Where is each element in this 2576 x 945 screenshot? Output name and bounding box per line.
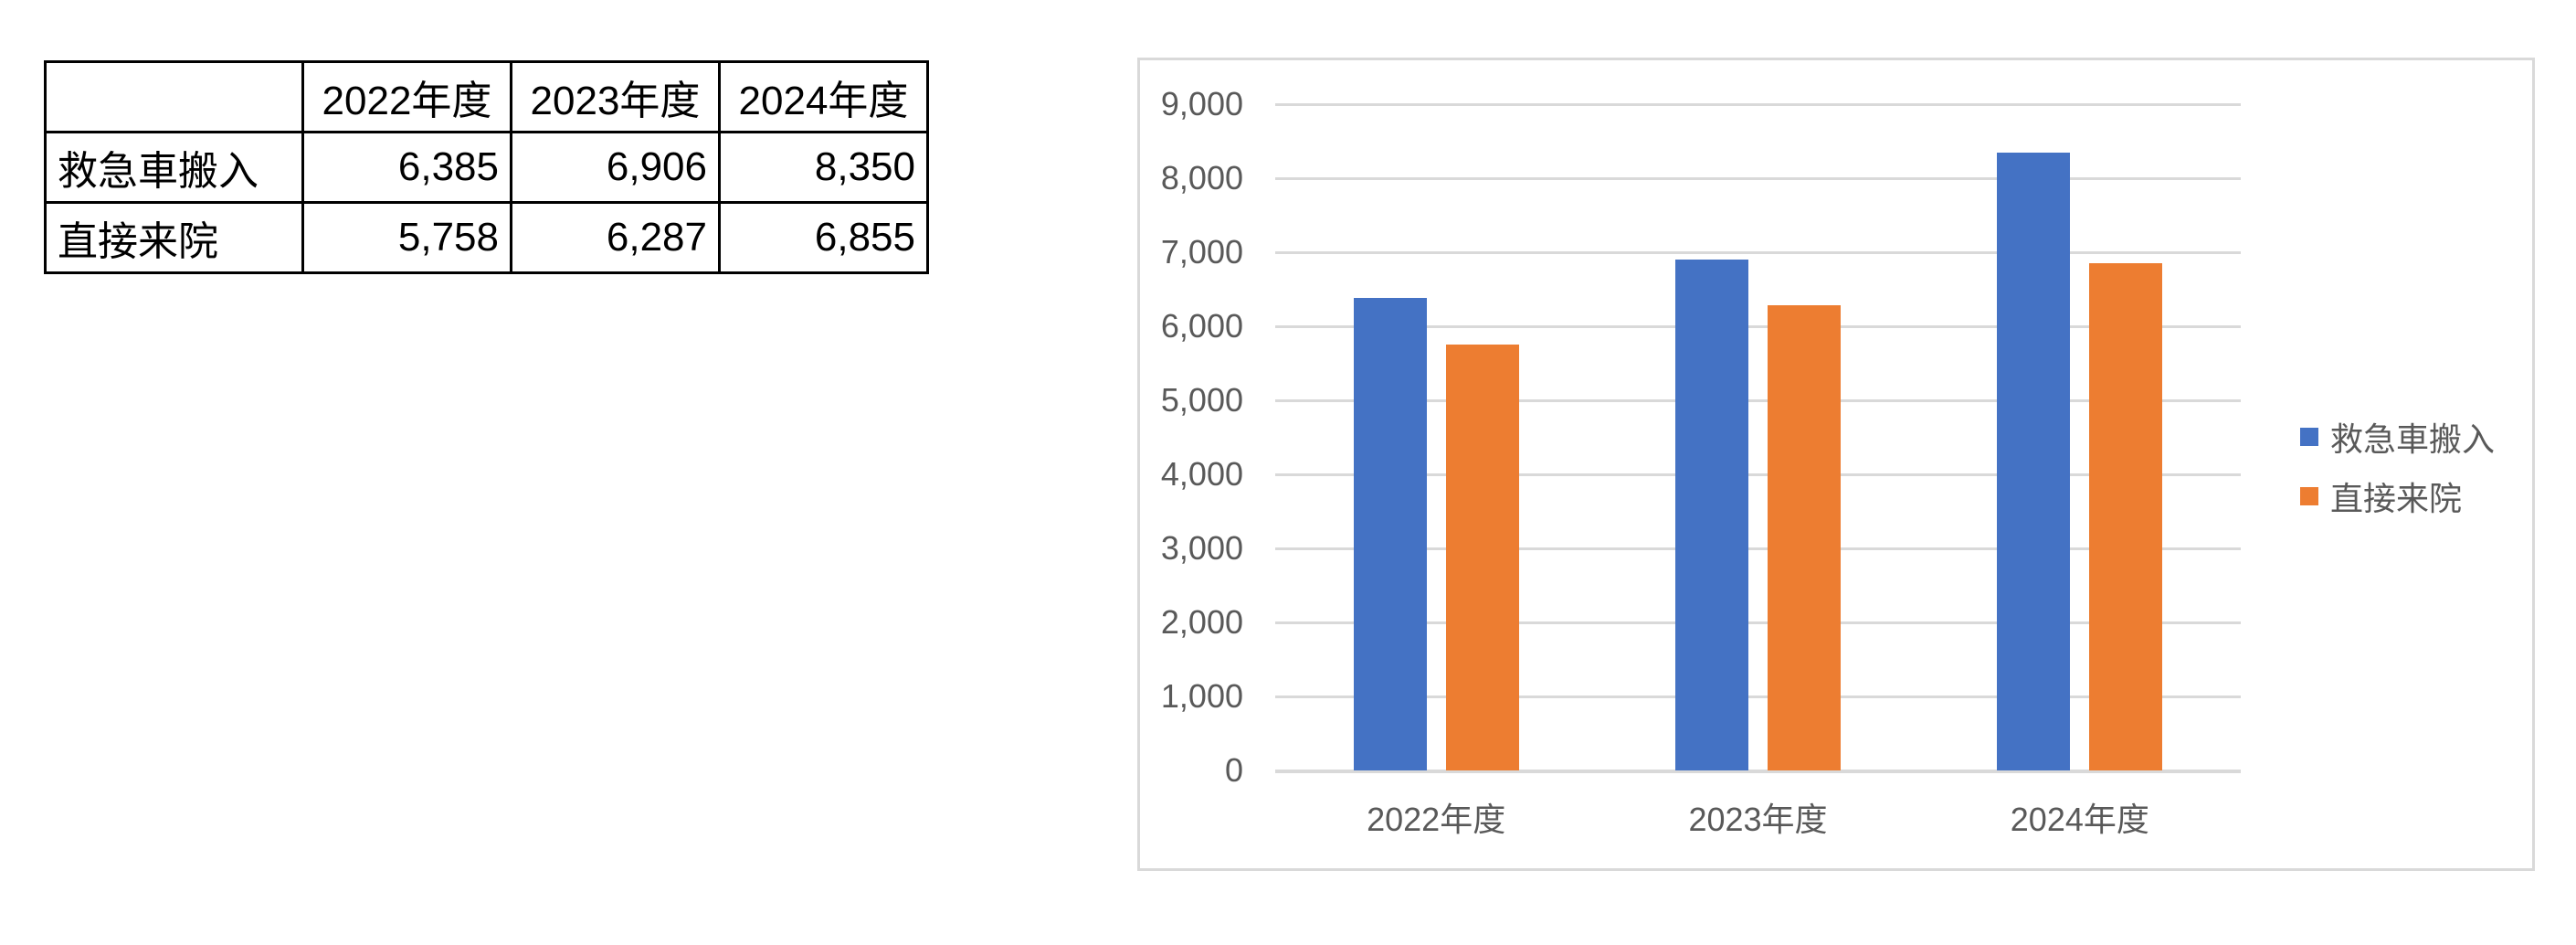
table-header-cell-2023[interactable]: 2023年度: [510, 60, 721, 133]
table-cell-walkin-2024[interactable]: 6,855: [718, 201, 929, 274]
y-axis-tick-label: 2,000: [1160, 603, 1243, 641]
y-axis-tick-label: 7,000: [1160, 233, 1243, 271]
x-axis-tick-label: 2024年度: [2010, 801, 2149, 838]
table-row-label-ambulance[interactable]: 救急車搬入: [44, 131, 304, 204]
y-axis-tick-label: 8,000: [1160, 159, 1243, 196]
x-axis-tick-label: 2023年度: [1688, 801, 1828, 838]
chart-legend[interactable]: 救急車搬入 直接来院: [2300, 419, 2495, 517]
table-corner-cell[interactable]: [44, 60, 304, 133]
table-row: 直接来院 5,758 6,287 6,855: [44, 201, 929, 274]
gridline: [1275, 695, 2241, 698]
table-header-row: 2022年度 2023年度 2024年度: [44, 60, 929, 133]
bar-救急車搬入-2022年度[interactable]: [1353, 297, 1427, 770]
chart-area[interactable]: 救急車搬入直接来院 0 1,000 2,000 3,000 4,000 5,000 6,00…: [1137, 58, 2535, 871]
bar-直接来院-2022年度[interactable]: [1445, 344, 1519, 770]
gridline: [1275, 177, 2241, 180]
bar-直接来院-2024年度[interactable]: [2089, 262, 2163, 770]
table-row-label-walkin[interactable]: 直接来院: [44, 201, 304, 274]
x-axis-tick-label: 2022年度: [1367, 801, 1506, 838]
legend-marker-icon: [2300, 487, 2318, 505]
bar-救急車搬入-2024年度[interactable]: [1997, 152, 2071, 770]
y-axis-tick-label: 6,000: [1160, 307, 1243, 345]
bar-直接来院-2023年度[interactable]: [1768, 304, 1841, 770]
y-axis-tick-label: 5,000: [1160, 381, 1243, 419]
table-header-cell-2022[interactable]: 2022年度: [301, 60, 512, 133]
legend-item-label: 救急車搬入: [2330, 420, 2496, 458]
legend-item-直接来院[interactable]: 直接来院: [2300, 478, 2495, 517]
y-axis-tick-label: 1,000: [1160, 677, 1243, 715]
gridline: [1275, 473, 2241, 476]
legend-marker-icon: [2300, 428, 2318, 446]
y-axis-tick-label: 9,000: [1160, 85, 1243, 122]
gridline: [1275, 103, 2241, 106]
legend-item-救急車搬入[interactable]: 救急車搬入: [2300, 419, 2495, 458]
bar-救急車搬入-2023年度[interactable]: [1675, 259, 1748, 770]
table-row: 救急車搬入 6,385 6,906 8,350: [44, 131, 929, 204]
x-axis-line: [1275, 770, 2241, 773]
y-axis-tick-label: 3,000: [1160, 529, 1243, 567]
gridline: [1275, 399, 2241, 402]
gridline: [1275, 251, 2241, 254]
table-cell-walkin-2022[interactable]: 5,758: [301, 201, 512, 274]
table-cell-walkin-2023[interactable]: 6,287: [510, 201, 721, 274]
y-axis-tick-label: 0: [1224, 751, 1243, 789]
table-cell-ambulance-2022[interactable]: 6,385: [301, 131, 512, 204]
legend-item-label: 直接来院: [2330, 480, 2463, 517]
table-cell-ambulance-2023[interactable]: 6,906: [510, 131, 721, 204]
gridline: [1275, 621, 2241, 624]
y-axis-tick-label: 4,000: [1160, 455, 1243, 493]
gridline: [1275, 547, 2241, 550]
table-cell-ambulance-2024[interactable]: 8,350: [718, 131, 929, 204]
data-table: 2022年度 2023年度 2024年度 救急車搬入 6,385 6,906 8…: [44, 60, 929, 274]
gridline: [1275, 325, 2241, 328]
table-header-cell-2024[interactable]: 2024年度: [718, 60, 929, 133]
